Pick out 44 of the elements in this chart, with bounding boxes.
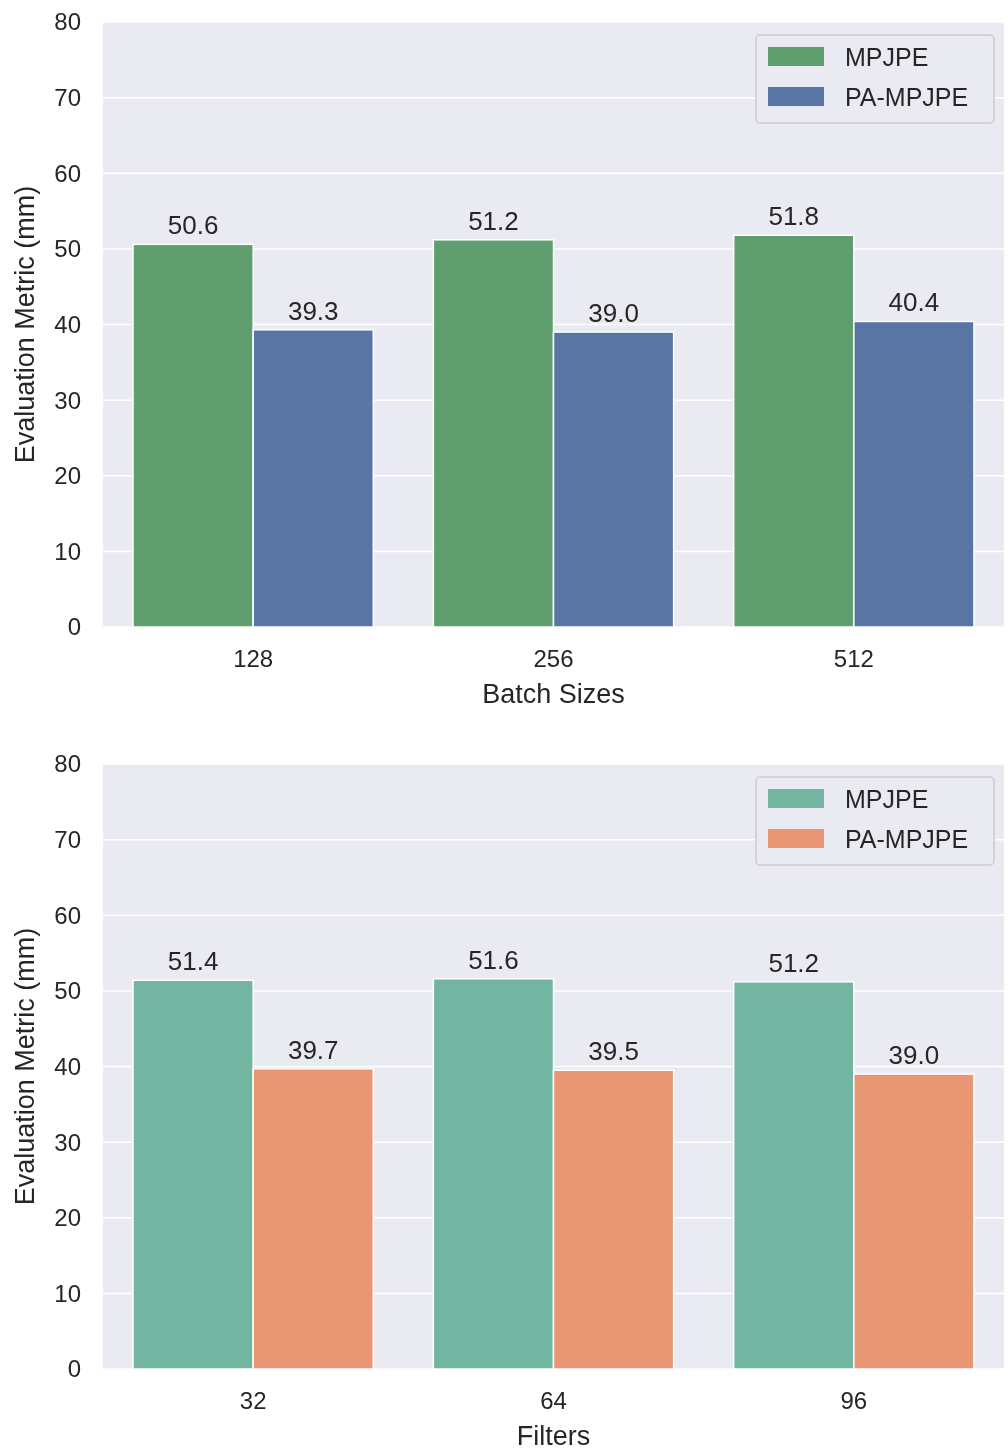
y-tick-label: 60 xyxy=(54,901,81,929)
x-axis-title: Batch Sizes xyxy=(482,679,625,709)
y-tick-label: 80 xyxy=(54,750,81,778)
y-tick-label: 0 xyxy=(67,1355,81,1383)
x-tick-label: 96 xyxy=(840,1387,868,1414)
y-tick-label: 30 xyxy=(54,1128,81,1156)
data-label: 51.2 xyxy=(768,947,820,978)
data-label: 39.3 xyxy=(287,295,339,326)
x-tick-label: 256 xyxy=(533,645,574,672)
data-label: 50.6 xyxy=(167,210,219,241)
y-tick-label: 20 xyxy=(54,1204,81,1232)
y-tick-label: 70 xyxy=(54,826,81,854)
data-label: 39.7 xyxy=(287,1034,339,1065)
y-tick-label: 40 xyxy=(54,310,81,338)
y-axis-title: Evaluation Metric (mm) xyxy=(10,185,40,464)
y-axis-title: Evaluation Metric (mm) xyxy=(10,927,40,1206)
y-tick-label: 30 xyxy=(54,386,81,414)
data-label: 39.0 xyxy=(588,298,639,329)
y-tick-label: 0 xyxy=(67,613,81,641)
legend-label: PA-MPJPE xyxy=(845,82,969,111)
x-tick-label: 64 xyxy=(540,1387,567,1414)
x-tick-label: 32 xyxy=(239,1387,267,1414)
y-tick-label: 10 xyxy=(54,1279,81,1307)
legend-label: MPJPE xyxy=(845,42,929,71)
x-axis-title: Filters xyxy=(516,1421,591,1451)
data-label: 39.0 xyxy=(888,1040,940,1071)
data-label: 51.8 xyxy=(768,201,820,232)
data-label: 51.6 xyxy=(468,944,519,975)
legend-label: PA-MPJPE xyxy=(845,824,969,853)
data-label: 51.4 xyxy=(167,946,219,977)
y-tick-label: 70 xyxy=(54,84,81,112)
y-tick-label: 80 xyxy=(54,8,81,36)
data-label: 40.4 xyxy=(888,287,940,318)
y-tick-label: 60 xyxy=(54,159,81,187)
data-label: 39.5 xyxy=(588,1036,639,1067)
legend-label: MPJPE xyxy=(845,784,929,813)
y-tick-label: 50 xyxy=(54,235,81,263)
y-tick-label: 20 xyxy=(54,462,81,490)
x-tick-label: 128 xyxy=(233,645,274,672)
y-tick-label: 50 xyxy=(54,977,81,1005)
y-tick-label: 40 xyxy=(54,1052,81,1080)
y-tick-label: 10 xyxy=(54,537,81,565)
data-label: 51.2 xyxy=(468,205,519,236)
x-tick-label: 512 xyxy=(833,645,874,672)
